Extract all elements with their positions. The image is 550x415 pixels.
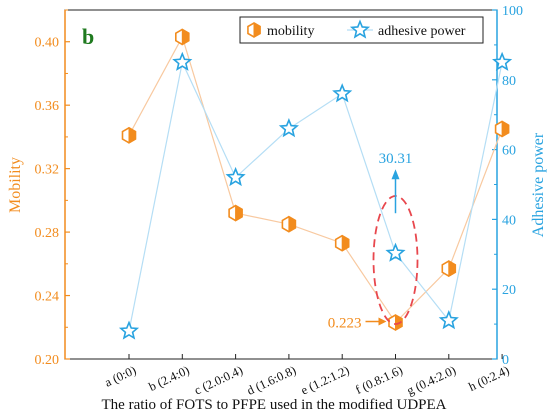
annotations-layer: 30.31 0.223 <box>328 151 413 331</box>
annotation-adhesive-value: 30.31 <box>379 151 413 167</box>
legend-mobility-label: mobility <box>267 24 314 39</box>
adhesive-power-line <box>128 60 503 332</box>
adhesive-power-point <box>332 83 353 103</box>
adhesive-power-point <box>438 310 459 330</box>
legend-hexagon-icon <box>247 22 261 38</box>
panel-label: b <box>82 24 94 49</box>
mobility-point <box>121 126 137 144</box>
x-tick-label: d (1.6:0.8) <box>245 363 298 398</box>
right-tick-label: 40 <box>502 213 516 228</box>
adhesive-power-point <box>278 118 299 138</box>
right-tick-label: 0 <box>502 353 509 368</box>
left-tick-label: 0.20 <box>35 353 60 368</box>
x-axis-ticks: a (0:0) b (2.4:0) c (2.0:0.4) d (1.6:0.8) e … <box>102 354 511 398</box>
legend-box <box>239 16 484 44</box>
mobility-point <box>388 314 403 331</box>
y-left-label: Mobility <box>7 157 24 213</box>
x-tick-label: f (0.8:1.6) <box>353 363 405 397</box>
right-tick-label: 100 <box>502 4 523 19</box>
adhesive-power-point <box>118 320 140 340</box>
left-tick-label: 0.28 <box>35 226 60 241</box>
series-layer <box>118 28 513 340</box>
x-axis-label: The ratio of FOTS to PFPE used in the mo… <box>102 397 447 413</box>
highlight-ellipse <box>372 195 419 325</box>
annotation-arrowhead <box>391 169 400 180</box>
x-tick-label: h (0:2.4) <box>466 363 511 394</box>
annotation-arrowhead <box>378 317 387 326</box>
left-axis-ticks: 0.20 0.24 0.28 0.32 0.36 0.40 <box>35 9 70 368</box>
mobility-point <box>441 260 457 278</box>
adhesive-power-point <box>225 166 246 187</box>
legend-adhesive-label: adhesive power <box>378 24 466 39</box>
legend-adhesive-marker <box>347 19 373 39</box>
x-tick-label: c (2.0:0.4) <box>192 363 245 398</box>
mobility-line <box>128 35 503 324</box>
x-tick-label: a (0:0) <box>102 363 138 390</box>
legend-star-icon <box>349 19 371 39</box>
left-tick-label: 0.40 <box>35 36 60 51</box>
legend: mobility adhesive power <box>239 16 484 44</box>
adhesive-power-point <box>385 242 406 262</box>
right-axis-ticks: 0 20 40 60 80 100 <box>492 4 523 368</box>
x-tick-label: e (1.2:1.2) <box>299 363 352 398</box>
right-tick-label: 80 <box>502 74 516 89</box>
left-tick-label: 0.36 <box>35 99 60 114</box>
adhesive-power-point <box>492 51 513 71</box>
right-tick-label: 60 <box>502 144 516 159</box>
mobility-point <box>494 120 510 138</box>
left-tick-label: 0.32 <box>35 163 60 178</box>
mobility-point <box>228 204 243 222</box>
legend-mobility-marker <box>247 22 261 38</box>
left-tick-label: 0.24 <box>35 290 60 305</box>
x-tick-label: g (0.4:2.0) <box>405 363 458 398</box>
annotation-mobility-value: 0.223 <box>328 316 362 332</box>
right-tick-label: 20 <box>502 283 516 298</box>
plot-frame <box>64 9 498 360</box>
adhesive-power-point <box>172 51 193 71</box>
mobility-point <box>175 28 190 46</box>
mobility-point <box>334 234 350 252</box>
mobility-point <box>281 215 297 233</box>
y-right-label: Adhesive power <box>530 132 547 237</box>
x-tick-label: b (2.4:0) <box>147 363 192 394</box>
